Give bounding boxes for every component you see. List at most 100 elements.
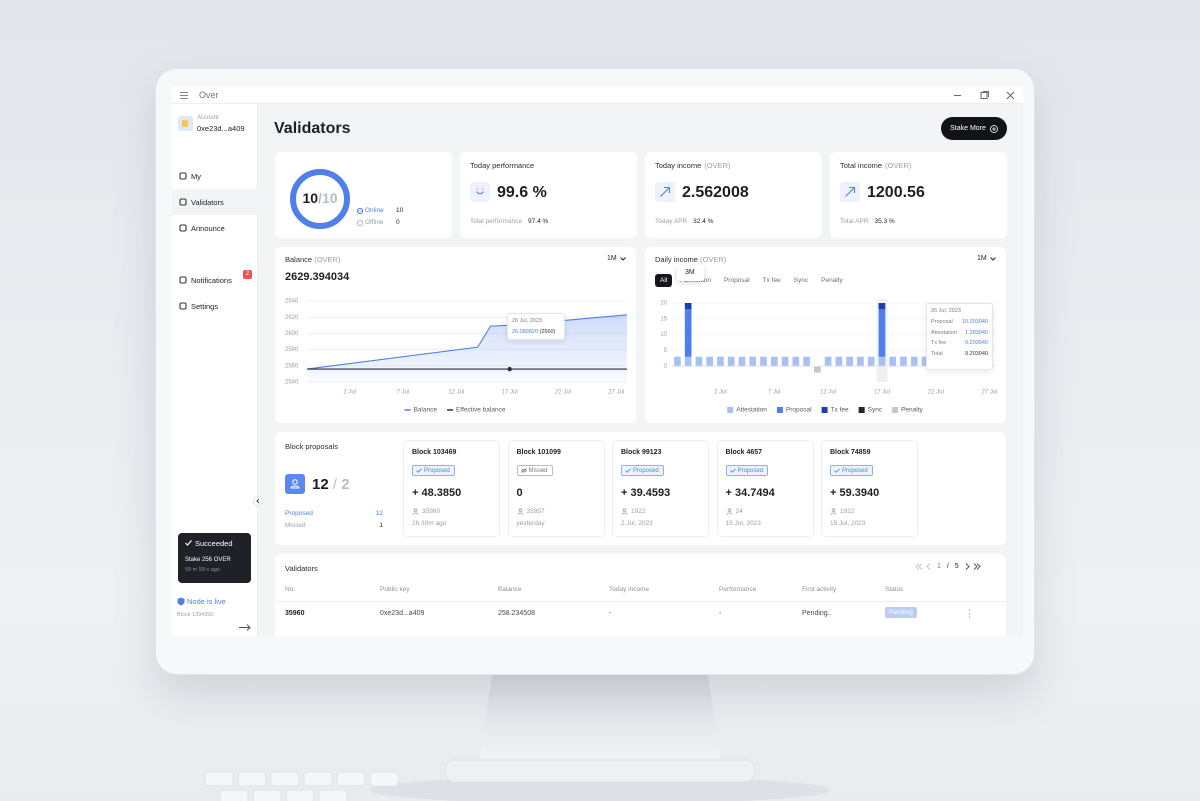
icon-shape xyxy=(621,508,628,515)
nav-item[interactable]: Announce xyxy=(172,215,258,241)
nav-icon xyxy=(179,302,187,310)
column-header: Performance xyxy=(719,586,757,593)
tooltip-date: 26 Jul, 2023 xyxy=(931,308,961,314)
balance-chart: 2540 2560 2580 2600 2620 2640 2 Jul 7 Jul 12 Jul… xyxy=(285,299,628,414)
filter-tab[interactable]: Penalty xyxy=(821,277,843,284)
nav-icon xyxy=(179,172,187,180)
filter-tab[interactable]: Tx fee xyxy=(762,277,781,284)
stake-button[interactable]: Stake More xyxy=(941,117,1007,140)
icon-shape xyxy=(517,508,523,515)
bar-segment xyxy=(706,356,714,367)
status-icon xyxy=(834,468,840,473)
sub-value: 35.3 % xyxy=(874,218,895,225)
bar-segment xyxy=(717,356,724,367)
tooltip-label: Proposal xyxy=(931,319,953,325)
block-name: Block 4657 xyxy=(725,449,763,456)
proposals-count: 12 / 2 xyxy=(312,476,350,493)
nav-item[interactable]: Notifications xyxy=(172,267,258,293)
filter-tab[interactable]: Proposal xyxy=(723,277,750,284)
block-card[interactable]: Block 99123 Proposed + 39.4593 1922 2 Jul, 2… xyxy=(612,440,709,537)
filter-tab[interactable]: Sync xyxy=(793,277,809,284)
menu-icon[interactable] xyxy=(180,92,188,99)
bar-segment xyxy=(684,309,692,357)
user-icon xyxy=(290,479,300,489)
nav-icon xyxy=(179,198,187,206)
nav-item[interactable]: Settings xyxy=(172,293,258,319)
stat-sub: Total performance 97.4 % xyxy=(470,218,548,225)
bar-segment xyxy=(738,356,746,367)
y-tick-label: 2640 xyxy=(285,299,299,305)
pagination: 1 / 5 xyxy=(915,563,981,570)
prev-buttons[interactable] xyxy=(915,563,931,570)
count: 12 xyxy=(312,476,329,493)
block-card[interactable]: Block 74859 Proposed + 59.3940 1922 15 Jul, … xyxy=(821,440,918,537)
highlight-point xyxy=(507,366,512,372)
range-option[interactable]: 3M xyxy=(685,269,695,276)
balance-card: Balance (OVER) 1M 2629.394034 2540 2560 25… xyxy=(275,247,636,423)
bar-segment xyxy=(867,356,875,367)
y-tick-label: 2560 xyxy=(285,363,299,369)
account-label: Account xyxy=(197,115,219,121)
card-title: Block proposals xyxy=(285,442,338,451)
nav-icon xyxy=(179,224,187,232)
legend: Balance Effective balance xyxy=(404,407,506,414)
icon-bg xyxy=(470,182,490,202)
bar-segment xyxy=(878,303,886,310)
missed-count: 1 xyxy=(379,522,383,529)
title-text: Today income xyxy=(655,161,702,170)
y-tick-label: 15 xyxy=(660,316,667,322)
stat-value: 2.562008 xyxy=(682,184,749,201)
range-select[interactable]: 1M xyxy=(607,255,626,262)
nav-label: My xyxy=(191,172,201,181)
plus-icon xyxy=(989,124,998,133)
trend-arrow xyxy=(660,186,671,197)
title-unit: (OVER) xyxy=(704,161,731,170)
ring-progress xyxy=(290,169,350,229)
y-tick-label: 2620 xyxy=(285,315,299,321)
tooltip-value: 1.283040 xyxy=(965,329,988,336)
icon-shape xyxy=(412,508,419,515)
account-id[interactable]: 0xe23d...a409 xyxy=(197,124,245,133)
x-tick-label: 7 Jul xyxy=(397,390,410,396)
ring-label: 10/10 xyxy=(290,190,350,206)
block-name: Block 99123 xyxy=(621,449,662,456)
filter-tab[interactable]: All xyxy=(655,274,673,287)
range-select[interactable]: 1M xyxy=(977,255,996,262)
stat-card: Today performance 99.6 % Total performance… xyxy=(460,152,637,238)
account-avatar xyxy=(178,116,193,131)
nav-item[interactable]: Validators xyxy=(172,189,258,215)
notification-badge: 2 xyxy=(243,270,252,279)
x-tick-label: 7 Jul xyxy=(768,390,781,396)
missed-label: Missed xyxy=(285,522,306,529)
icon-shape xyxy=(729,468,736,473)
legend-swatch xyxy=(821,407,828,413)
nav-label: Notifications xyxy=(191,276,232,285)
y-tick-label: 2580 xyxy=(285,347,299,353)
collapse-button[interactable] xyxy=(253,496,263,506)
status-text: Proposed xyxy=(633,467,659,474)
x-tick-label: 17 Jul xyxy=(502,390,518,396)
next-buttons[interactable] xyxy=(965,563,981,570)
icon-shape xyxy=(179,276,187,284)
x-tick-label: 27 Jul xyxy=(982,390,998,396)
block-card[interactable]: Block 103469 Proposed + 48.3850 35960 2h 30m… xyxy=(403,440,500,537)
node-status: Node is live xyxy=(187,597,226,606)
tooltip-label: Tx fee xyxy=(931,340,947,346)
block-card[interactable]: Block 101099 Missed 0 35957 yesterday xyxy=(507,440,605,537)
bar-segment xyxy=(684,356,692,367)
y-tick-label: 10 xyxy=(660,332,667,338)
nav-item[interactable]: My xyxy=(172,163,258,189)
page-title: Validators xyxy=(274,120,351,137)
smile xyxy=(476,188,484,195)
status-icon xyxy=(416,468,422,473)
x-tick-label: 2 Jul xyxy=(714,390,727,396)
block-card[interactable]: Block 4657 Proposed + 34.7494 24 15 Jul, 202… xyxy=(716,440,814,537)
stat-value: 1200.56 xyxy=(867,184,925,201)
icon-shape xyxy=(179,302,187,310)
window-controls[interactable] xyxy=(954,91,1020,100)
legend-label: Tx fee xyxy=(831,407,849,414)
stat-sub: Today APR 32.4 % xyxy=(655,218,713,225)
nav-label: Announce xyxy=(191,224,225,233)
logout-icon[interactable] xyxy=(239,624,251,631)
column-header: Today income xyxy=(609,586,650,593)
